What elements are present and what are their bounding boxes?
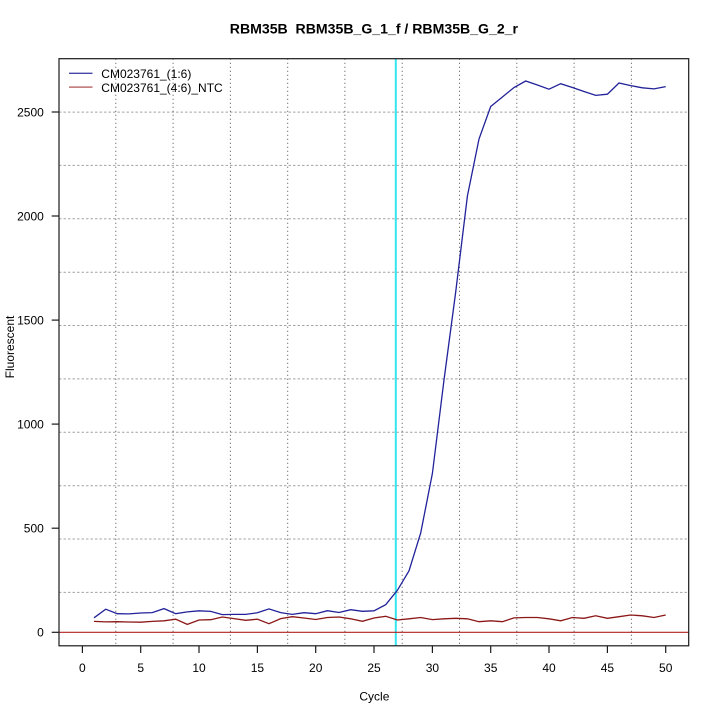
svg-text:15: 15 <box>251 661 265 675</box>
svg-text:2500: 2500 <box>17 105 44 119</box>
svg-text:10: 10 <box>192 661 206 675</box>
svg-text:0: 0 <box>79 661 86 675</box>
svg-text:1000: 1000 <box>17 417 44 431</box>
svg-text:500: 500 <box>24 522 44 536</box>
svg-text:40: 40 <box>542 661 556 675</box>
svg-text:CM023761_(4:6)_NTC: CM023761_(4:6)_NTC <box>101 81 223 95</box>
svg-text:2000: 2000 <box>17 209 44 223</box>
svg-text:RBM35B RBM35B_G_1_f / RBM35B_: RBM35B RBM35B_G_1_f / RBM35B_G_2_r <box>230 21 519 37</box>
svg-text:45: 45 <box>601 661 615 675</box>
svg-text:0: 0 <box>37 626 44 640</box>
svg-text:Cycle: Cycle <box>359 690 389 704</box>
svg-text:30: 30 <box>426 661 440 675</box>
svg-text:5: 5 <box>137 661 144 675</box>
svg-text:25: 25 <box>367 661 381 675</box>
svg-text:Fluorescent: Fluorescent <box>3 315 17 378</box>
svg-text:1500: 1500 <box>17 313 44 327</box>
svg-text:35: 35 <box>484 661 498 675</box>
svg-text:50: 50 <box>659 661 673 675</box>
svg-text:CM023761_(1:6): CM023761_(1:6) <box>101 67 191 81</box>
svg-text:20: 20 <box>309 661 323 675</box>
